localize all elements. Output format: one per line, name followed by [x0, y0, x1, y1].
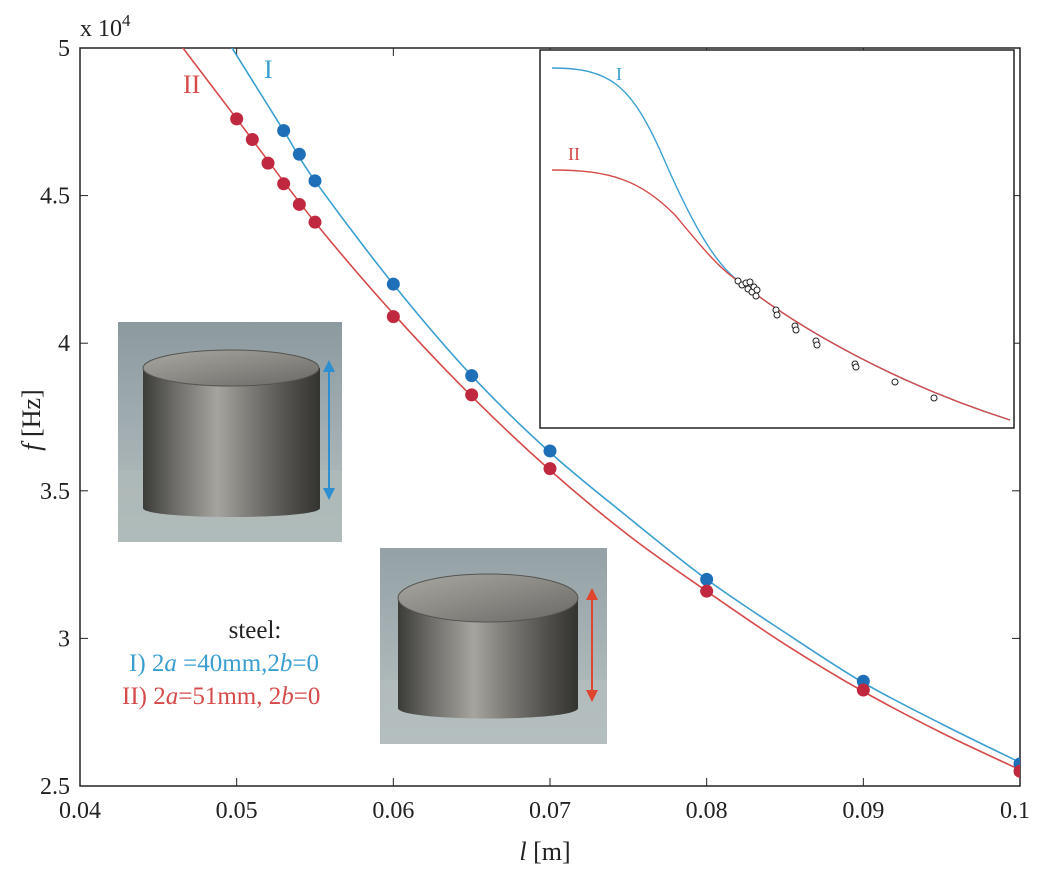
inset-curve-ii: [551, 169, 1011, 421]
arrow-red-head-bottom: [586, 690, 598, 702]
y-tick-label: 4.5: [40, 184, 70, 210]
inset-label-i: I: [616, 64, 622, 84]
y-tick-label: 3: [58, 626, 70, 652]
y-tick-label: 4: [58, 331, 70, 357]
y-tick-label: 5: [58, 36, 70, 62]
y-tick-label: 2.5: [40, 774, 70, 800]
series-i-point: [386, 277, 400, 291]
arrow-blue-head-bottom: [323, 488, 335, 500]
series-ii-point: [277, 177, 291, 191]
y-tick-label: 3.5: [40, 479, 70, 505]
arrow-red-head-top: [586, 588, 598, 600]
series-ii-point: [230, 112, 244, 126]
series-ii-point: [386, 310, 400, 324]
inset-frame: [539, 49, 1015, 429]
legend: steel: I) 2a =40mm,2b=0 II) 2a=51mm, 2b=…: [122, 617, 320, 710]
y-axis: 2.5 3 3.5 4 4.5 5: [40, 36, 1020, 800]
legend-entry-ii: II) 2a=51mm, 2b=0: [122, 683, 320, 710]
y-axis-label: f [Hz]: [17, 389, 46, 450]
x-axis: 0.04 0.05 0.06 0.07 0.08 0.09 0.1: [59, 48, 1030, 824]
series-ii-point: [465, 388, 479, 402]
series-ii-point: [245, 133, 259, 147]
photo-cylinder-i: [118, 322, 342, 542]
y-multiplier: x 104: [80, 11, 131, 42]
series-i-point: [700, 572, 714, 586]
x-tick-label: 0.05: [216, 798, 258, 824]
series-ii-point: [856, 683, 870, 697]
series-i-point: [277, 124, 291, 138]
inset-points: [734, 277, 938, 402]
legend-entry-i: I) 2a =40mm,2b=0: [129, 650, 319, 677]
series-ii-label: II: [183, 70, 200, 99]
series-ii-point: [1013, 764, 1020, 778]
x-tick-label: 0.06: [372, 798, 414, 824]
x-tick-label: 0.09: [842, 798, 884, 824]
series-ii-point: [292, 197, 306, 211]
series-i-point: [308, 174, 322, 188]
x-tick-label: 0.08: [686, 798, 728, 824]
series-ii-point: [543, 462, 557, 476]
arrow-blue-head-top: [323, 360, 335, 372]
series-i-point: [465, 369, 479, 383]
series-ii-point: [261, 156, 275, 170]
x-axis-label: l [m]: [519, 837, 570, 866]
series-i-point: [292, 147, 306, 161]
series-ii-point: [700, 584, 714, 598]
x-tick-label: 0.04: [59, 798, 101, 824]
x-tick-label: 0.1: [1000, 798, 1030, 824]
x-tick-label: 0.07: [529, 798, 571, 824]
series-i-point: [543, 444, 557, 458]
inset-plot: I II: [539, 49, 1015, 429]
legend-heading: steel:: [229, 617, 282, 644]
series-ii-point: [308, 215, 322, 229]
series-ii-points: [230, 112, 1020, 778]
series-i-label: I: [264, 55, 273, 84]
inset-label-ii: II: [568, 144, 580, 164]
photo-cylinder-ii: [380, 548, 607, 744]
